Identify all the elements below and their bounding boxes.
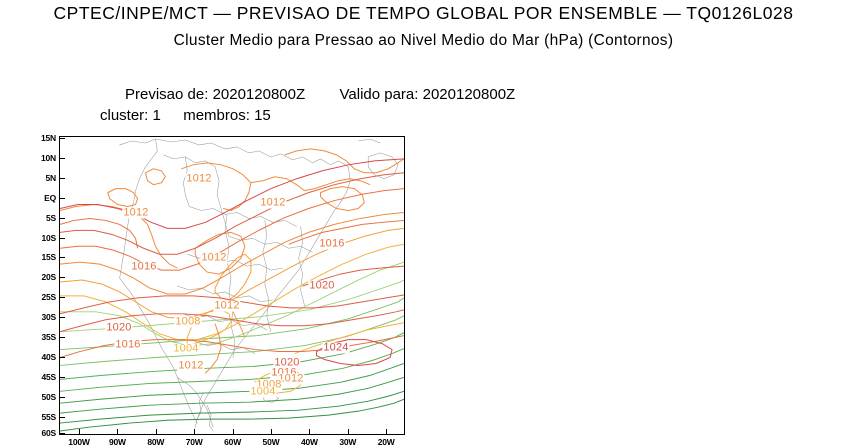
x-label: 50W [262,437,280,447]
cluster-info-line: cluster: 1 membros: 15 [100,107,271,124]
y-label: 15N [41,133,56,143]
x-label: 60W [224,437,242,447]
x-label: 90W [108,437,126,447]
y-label: 35S [41,332,56,342]
x-label: 40W [300,437,318,447]
y-label: 10N [41,152,56,163]
cluster-label: cluster: [100,107,149,124]
y-tick [60,157,65,159]
y-label: 55S [41,411,56,422]
page-subtitle: Cluster Medio para Pressao ao Nivel Medi… [173,32,674,49]
y-label: 20S [41,272,56,283]
contours-992 [60,332,404,392]
x-tick [309,429,311,434]
y-tick [60,277,65,279]
y-tick [60,138,65,139]
y-tick [60,297,65,299]
x-label: 100W [68,437,90,447]
members-label: membros: [183,107,250,124]
x-tick [194,429,196,434]
contour-map: 15N 10N 5N EQ 5S 10S 15S 20S 25S 30S 35S… [41,133,405,447]
x-tick [155,429,157,434]
contour-label: 1004 [249,385,277,398]
contour-label: 1020 [273,356,301,369]
contour-label: 1012 [259,196,287,209]
contour-label: 1016 [130,260,158,273]
y-label: 10S [41,232,56,243]
valid-for-label: Valido para: [339,86,419,103]
contour-label: 1012 [200,251,228,264]
x-tick [347,429,349,434]
y-label: 25S [41,292,56,303]
y-label: 30S [41,312,56,323]
y-label: 60S [41,428,56,438]
y-tick [60,396,65,398]
map-clip [60,137,404,434]
contour-label: 1008 [255,378,283,391]
y-tick [60,197,65,199]
map-svg [60,138,404,432]
contour-label: 1020 [105,321,133,334]
page-title: CPTEC/INPE/MCT — PREVISAO DE TEMPO GLOBA… [53,3,794,23]
contours-1024 [60,158,404,366]
x-tick [386,429,388,434]
contour-label: 1004 [172,342,200,355]
y-label: EQ [44,192,56,203]
forecast-run-line: Previsao de: 2020120800Z Valido para: 20… [125,86,515,103]
contour-label: 1012 [122,206,150,219]
y-tick [60,356,65,358]
forecast-from-label: Previsao de: [125,86,209,103]
x-tick [232,429,234,434]
valid-for-value: 2020120800Z [422,86,516,103]
contour-label: 1016 [318,237,346,250]
y-tick [60,376,65,378]
y-tick [60,337,65,338]
contour-label: 1008 [174,315,202,328]
contour-label: 1024 [322,341,350,354]
y-tick [60,257,65,259]
y-tick [60,177,65,179]
x-tick [117,429,119,434]
contours-1000 [60,261,404,347]
y-tick [60,317,65,319]
x-label: 70W [185,437,203,447]
contour-label: 1016 [114,338,142,351]
y-label: 5S [46,212,56,223]
forecast-from-value: 2020120800Z [212,86,306,103]
x-label: 80W [147,437,165,447]
x-label: 30W [339,437,357,447]
y-label: 5N [45,172,57,183]
cluster-value: 1 [152,107,161,124]
y-label: 45S [41,371,56,382]
contour-label: 1012 [277,372,305,385]
y-label: 40S [41,351,56,362]
contour-label: 1012 [177,359,205,372]
x-label: 20W [377,437,395,447]
members-value: 15 [254,107,271,124]
y-tick [60,433,65,434]
contour-label: 1020 [308,279,336,292]
contour-label: 1012 [213,299,241,312]
contours-984 [60,390,404,432]
y-tick [60,237,65,239]
x-tick [271,429,272,434]
contours-988 [60,363,404,414]
y-tick [60,416,65,418]
contour-label: 1012 [185,172,213,185]
y-label: 50S [41,391,56,402]
x-tick [79,429,80,434]
contour-label: 1016 [270,366,298,379]
y-tick [60,217,65,219]
y-label: 15S [41,252,56,263]
